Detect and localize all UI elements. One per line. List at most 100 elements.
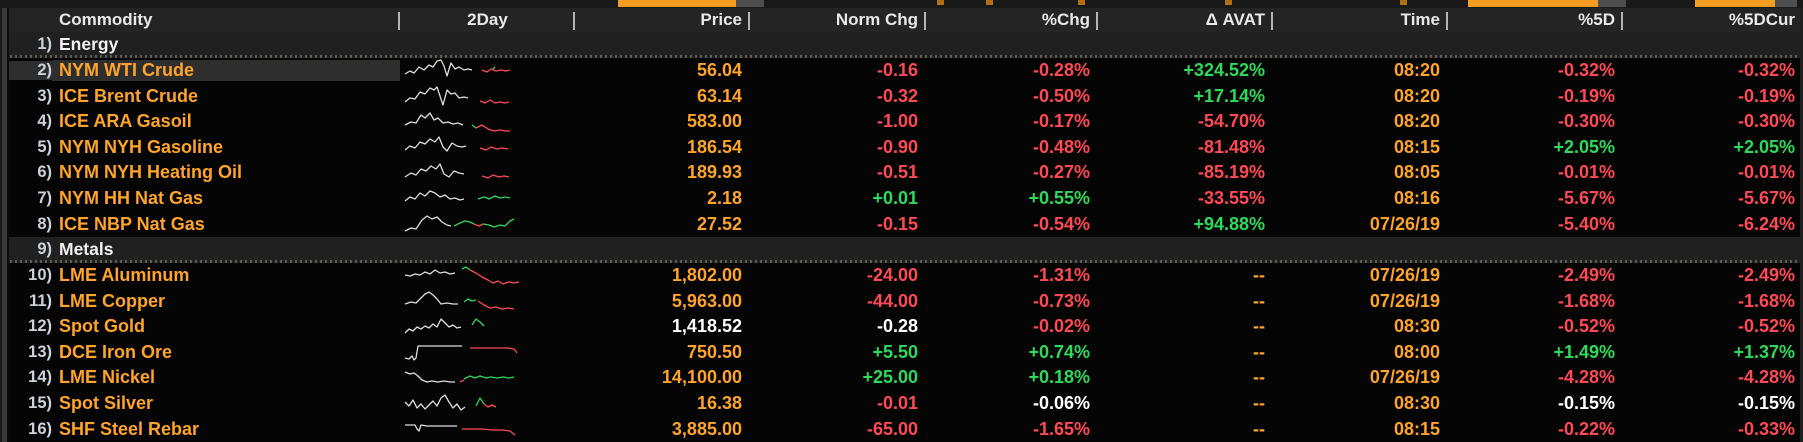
pct-5d-cell: -0.19% — [1557, 85, 1615, 106]
pct-5dcur-cell: +1.37% — [1733, 341, 1795, 362]
price-cell: 56.04 — [696, 59, 742, 80]
commodity-row-4[interactable]: 4) ICE ARA Gasoil 583.00 -1.00 -0.17% -54.70%… — [0, 109, 1803, 135]
toolbar-button-fragment — [1695, 0, 1775, 7]
pct-5dcur-cell: -0.33% — [1737, 418, 1795, 439]
pct-5d-cell: -2.49% — [1557, 264, 1615, 285]
row-number: 15) — [28, 394, 52, 413]
pct-chg-cell: -1.65% — [1032, 418, 1090, 439]
commodity-name: LME Copper — [59, 290, 165, 311]
commodity-name: Spot Silver — [59, 393, 154, 414]
price-cell: 583.00 — [686, 111, 742, 132]
row-number: 5) — [37, 137, 52, 156]
toolbar-button-fragment — [618, 0, 736, 7]
time-cell: 07/26/19 — [1369, 367, 1440, 388]
price-cell: 750.50 — [686, 341, 742, 362]
commodity-row-12[interactable]: 12) Spot Gold 1,418.52 -0.28 -0.02% -- 08:30 -0… — [0, 314, 1803, 340]
price-cell: 2.18 — [706, 188, 742, 209]
price-cell: 16.38 — [696, 393, 742, 414]
time-cell: 08:20 — [1393, 111, 1440, 132]
sparkline-2day — [400, 109, 575, 135]
section-label: Energy — [59, 34, 119, 55]
time-cell: 08:00 — [1393, 341, 1440, 362]
commodity-row-16[interactable]: 16) SHF Steel Rebar 3,885.00 -65.00 -1.65% --… — [0, 416, 1803, 442]
commodity-row-3[interactable]: 3) ICE Brent Crude 63.14 -0.32 -0.50% +17.14%… — [0, 83, 1803, 109]
avat-cell: +94.88% — [1193, 213, 1265, 234]
pct-5d-cell: -5.40% — [1557, 213, 1615, 234]
commodity-row-7[interactable]: 7) NYM HH Nat Gas 2.18 +0.01 +0.55% -33.55% 08… — [0, 186, 1803, 212]
norm-chg-cell: -0.32 — [876, 85, 918, 106]
norm-chg-cell: -0.90 — [876, 136, 918, 157]
pct-chg-cell: -0.54% — [1032, 213, 1090, 234]
header-pct-5d[interactable]: %5D — [1448, 10, 1623, 30]
commodity-row-6[interactable]: 6) NYM NYH Heating Oil 189.93 -0.51 -0.27% -8… — [0, 160, 1803, 186]
price-cell: 189.93 — [686, 162, 742, 183]
norm-chg-cell: -0.15 — [876, 213, 918, 234]
price-cell: 1,802.00 — [671, 264, 742, 285]
header-delta-avat[interactable]: Δ AVAT — [1098, 10, 1273, 30]
sparkline-2day — [400, 314, 575, 340]
pct-5d-cell: -0.30% — [1557, 111, 1615, 132]
pct-5d-cell: -0.15% — [1557, 393, 1615, 414]
row-number: 6) — [37, 163, 52, 182]
avat-cell: -- — [1253, 316, 1265, 337]
commodity-row-5[interactable]: 5) NYM NYH Gasoline 186.54 -0.90 -0.48% -81.4… — [0, 135, 1803, 161]
commodity-row-11[interactable]: 11) LME Copper 5,963.00 -44.00 -0.73% -- 07/26… — [0, 288, 1803, 314]
toolbar-text-fragment — [1400, 0, 1407, 5]
pct-5dcur-cell: -0.52% — [1737, 316, 1795, 337]
row-number: 7) — [37, 189, 52, 208]
row-number: 4) — [37, 112, 52, 131]
avat-cell: -- — [1253, 418, 1265, 439]
pct-5dcur-cell: -6.24% — [1737, 213, 1795, 234]
header-2day[interactable]: 2Day — [400, 10, 575, 30]
time-cell: 08:05 — [1393, 162, 1440, 183]
header-norm-chg[interactable]: Norm Chg — [750, 10, 926, 30]
commodity-row-13[interactable]: 13) DCE Iron Ore 750.50 +5.50 +0.74% -- 08:00 +… — [0, 340, 1803, 366]
header-pct-chg[interactable]: %Chg — [926, 10, 1098, 30]
commodity-name: NYM WTI Crude — [52, 59, 400, 81]
sparkline-2day — [400, 58, 575, 84]
avat-cell: -81.48% — [1197, 136, 1265, 157]
pct-5d-cell: -0.52% — [1557, 316, 1615, 337]
header-commodity[interactable]: Commodity — [52, 10, 400, 30]
norm-chg-cell: -1.00 — [876, 111, 918, 132]
commodity-name: ICE ARA Gasoil — [59, 111, 192, 132]
avat-cell: -- — [1253, 393, 1265, 414]
norm-chg-cell: -24.00 — [866, 264, 918, 285]
pct-chg-cell: -0.28% — [1032, 59, 1090, 80]
section-row-energy[interactable]: 1) Energy — [0, 32, 1803, 58]
commodity-row-10[interactable]: 10) LME Aluminum 1,802.00 -24.00 -1.31% -- 07/… — [0, 263, 1803, 289]
time-cell: 08:16 — [1393, 188, 1440, 209]
avat-cell: +324.52% — [1183, 59, 1265, 80]
commodity-row-2[interactable]: 2) NYM WTI Crude 56.04 -0.16 -0.28% +324.52% 0… — [0, 58, 1803, 84]
time-cell: 08:20 — [1393, 59, 1440, 80]
right-edge-border — [1800, 8, 1803, 442]
pct-5dcur-cell: -2.49% — [1737, 264, 1795, 285]
header-time[interactable]: Time — [1273, 10, 1448, 30]
header-pct-5dcur[interactable]: %5DCur — [1728, 10, 1795, 29]
commodity-row-14[interactable]: 14) LME Nickel 14,100.00 +25.00 +0.18% -- 07/2… — [0, 365, 1803, 391]
commodity-name: DCE Iron Ore — [59, 341, 173, 362]
norm-chg-cell: -44.00 — [866, 290, 918, 311]
header-price[interactable]: Price — [575, 10, 750, 30]
pct-chg-cell: +0.55% — [1028, 188, 1090, 209]
pct-5d-cell: -0.32% — [1557, 59, 1615, 80]
pct-chg-cell: -0.06% — [1032, 393, 1090, 414]
pct-chg-cell: -0.73% — [1032, 290, 1090, 311]
commodity-row-8[interactable]: 8) ICE NBP Nat Gas 27.52 -0.15 -0.54% +94.88%… — [0, 211, 1803, 237]
commodity-row-15[interactable]: 15) Spot Silver 16.38 -0.01 -0.06% -- 08:30 -0.… — [0, 391, 1803, 417]
avat-cell: -- — [1253, 290, 1265, 311]
norm-chg-cell: +0.01 — [872, 188, 918, 209]
row-number: 3) — [37, 86, 52, 105]
section-row-metals[interactable]: 9) Metals — [0, 237, 1803, 263]
avat-cell: -- — [1253, 367, 1265, 388]
left-scrollbar-track[interactable] — [0, 8, 9, 442]
pct-chg-cell: +0.18% — [1028, 367, 1090, 388]
sparkline-2day — [400, 263, 575, 289]
time-cell: 08:30 — [1393, 316, 1440, 337]
sparkline-2day — [400, 340, 575, 366]
toolbar-button-fragment — [1468, 0, 1598, 7]
toolbar-text-fragment — [986, 0, 993, 5]
row-number: 14) — [28, 368, 52, 387]
pct-5d-cell: -1.68% — [1557, 290, 1615, 311]
pct-5dcur-cell: -0.30% — [1737, 111, 1795, 132]
